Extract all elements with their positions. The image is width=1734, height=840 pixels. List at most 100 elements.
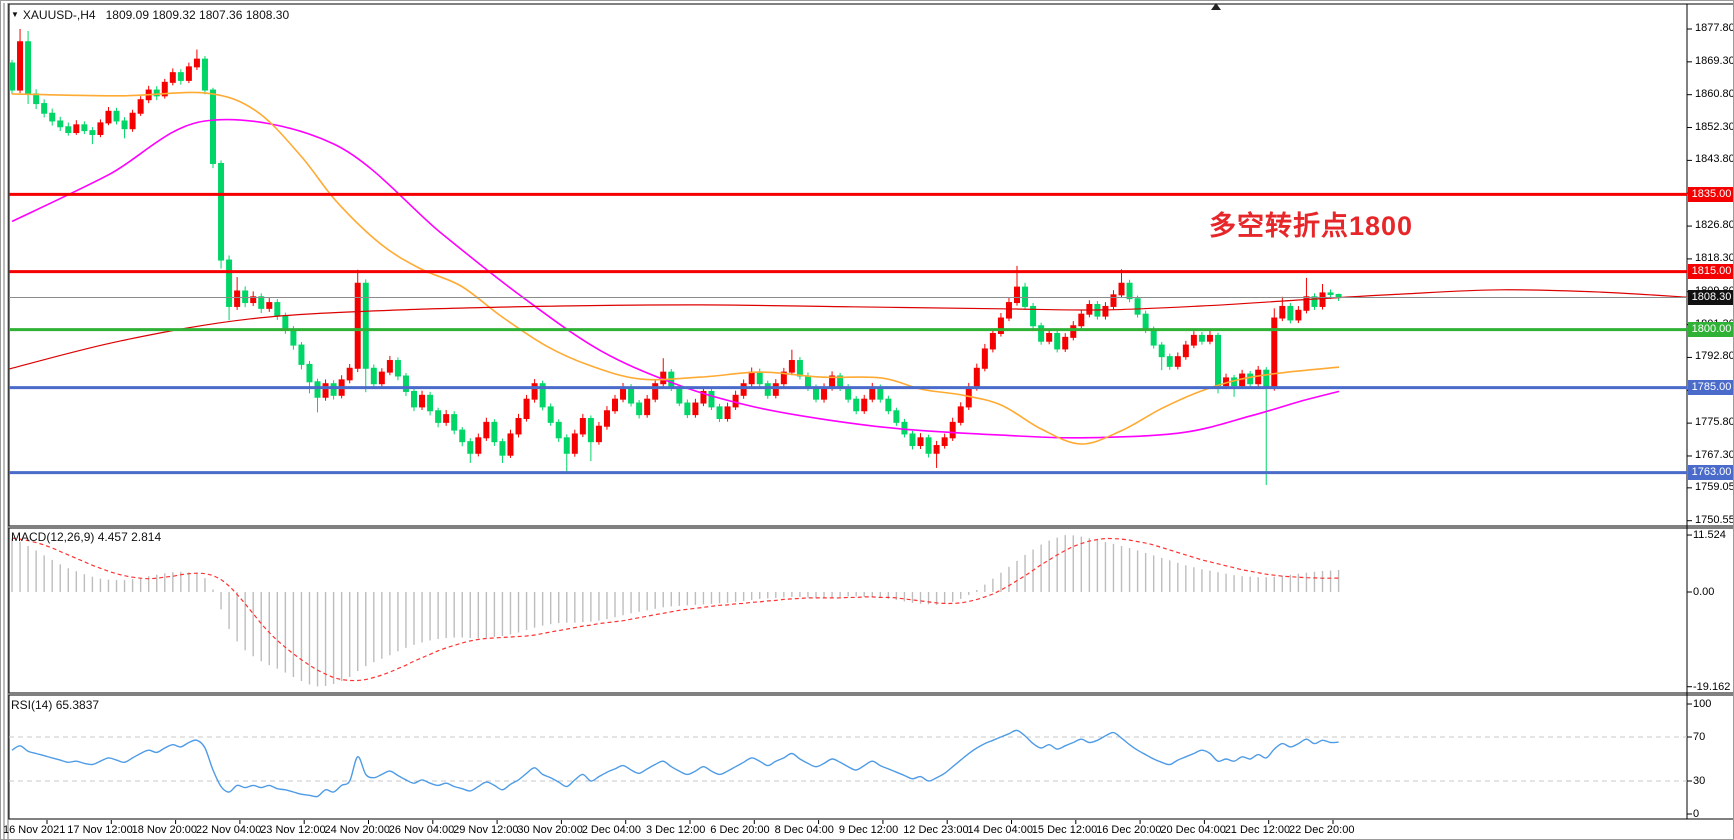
candle-body xyxy=(1014,286,1020,304)
time-axis-label[interactable]: 12 Dec 23:00 xyxy=(903,824,969,836)
candle-body xyxy=(845,387,852,400)
candle-body xyxy=(354,282,361,369)
candle-body xyxy=(732,394,739,408)
candle-body xyxy=(290,329,297,346)
candle-body xyxy=(201,58,208,91)
candle-body xyxy=(1287,305,1294,321)
candle-body xyxy=(748,371,755,385)
ma-magenta-line xyxy=(11,118,1340,439)
candle-body xyxy=(419,394,426,408)
candle-body xyxy=(555,421,562,439)
candle-body xyxy=(1182,344,1189,358)
candle-body xyxy=(121,120,128,130)
collapse-triangle-icon[interactable]: ▼ xyxy=(11,10,19,19)
time-axis-label[interactable]: 8 Dec 04:00 xyxy=(774,824,834,836)
time-axis-label[interactable]: 23 Nov 12:00 xyxy=(260,824,326,836)
candle-body xyxy=(917,437,924,447)
candle-body xyxy=(314,381,321,398)
price-tick-label[interactable]: 1818.30 xyxy=(1695,251,1734,264)
price-tick-label[interactable]: 1775.80 xyxy=(1695,416,1734,429)
candle-body xyxy=(595,425,602,443)
candle-body xyxy=(764,383,771,396)
candle-body xyxy=(306,363,313,383)
price-tick-label[interactable]: 1869.30 xyxy=(1695,54,1734,67)
time-axis-label[interactable]: 16 Dec 20:00 xyxy=(1096,824,1162,836)
candle-body xyxy=(933,445,940,454)
time-axis-label[interactable]: 21 Dec 12:00 xyxy=(1224,824,1291,836)
candle-body xyxy=(684,402,691,416)
candle-body xyxy=(226,259,233,307)
price-tick-label[interactable]: 1750.55 xyxy=(1695,513,1734,526)
time-axis-label[interactable]: 20 Dec 04:00 xyxy=(1160,824,1226,836)
time-axis-label[interactable]: 30 Nov 20:00 xyxy=(517,824,583,836)
candle-body xyxy=(973,367,980,389)
candle-body xyxy=(587,417,594,443)
macd-tick-label: 0.00 xyxy=(1693,586,1715,598)
price-tick-label[interactable]: 1877.80 xyxy=(1695,22,1734,34)
candle-body xyxy=(997,317,1004,334)
candle-body xyxy=(234,290,241,307)
price-tick-label[interactable]: 1792.80 xyxy=(1695,350,1734,363)
time-axis-label[interactable]: 18 Nov 20:00 xyxy=(131,824,198,836)
time-axis-label[interactable]: 9 Dec 12:00 xyxy=(838,824,899,836)
candle-body xyxy=(65,126,72,134)
rsi-tick-label: 30 xyxy=(1693,775,1706,787)
candle-body xyxy=(603,410,610,427)
candle-body xyxy=(861,398,868,412)
candle-body xyxy=(740,383,747,396)
time-axis-label[interactable]: 17 Nov 12:00 xyxy=(67,824,133,836)
candle-body xyxy=(362,282,369,369)
candle-body xyxy=(724,406,731,419)
price-tick-label[interactable]: 1860.80 xyxy=(1695,87,1734,100)
time-axis-label[interactable]: 26 Nov 04:00 xyxy=(388,824,455,836)
time-axis-label[interactable]: 3 Dec 12:00 xyxy=(646,824,706,836)
candle-body xyxy=(298,344,305,365)
ma-red-line xyxy=(8,289,1688,370)
candle-body xyxy=(1126,282,1133,300)
price-tick-label[interactable]: 1767.30 xyxy=(1695,448,1734,461)
price-tick-label[interactable]: 1759.05 xyxy=(1695,480,1734,493)
time-axis-label[interactable]: 24 Nov 20:00 xyxy=(324,824,390,836)
candle-body xyxy=(989,332,996,350)
candle-body xyxy=(941,437,948,447)
candle-body xyxy=(266,302,273,309)
time-axis-label[interactable]: 14 Dec 04:00 xyxy=(967,824,1033,836)
time-axis-label[interactable]: 15 Dec 12:00 xyxy=(1031,824,1098,836)
rsi-tick-label: 100 xyxy=(1693,698,1712,710)
candle-body xyxy=(33,93,40,105)
candle-body xyxy=(242,290,249,304)
price-tick-label[interactable]: 1843.80 xyxy=(1695,153,1734,166)
time-axis-label[interactable]: 6 Dec 20:00 xyxy=(710,824,770,836)
macd-tick-label: -19.162 xyxy=(1693,680,1731,693)
macd-tick-label: 11.524 xyxy=(1693,529,1726,542)
time-axis-label[interactable]: 22 Dec 20:00 xyxy=(1289,824,1355,836)
top-marker-icon[interactable] xyxy=(1211,3,1221,10)
time-axis-label[interactable]: 16 Nov 2021 xyxy=(3,824,66,836)
candle-body xyxy=(981,348,988,369)
candle-body xyxy=(1054,332,1061,350)
candle-body xyxy=(210,89,216,164)
candle-body xyxy=(1142,313,1149,331)
time-axis-label[interactable]: 29 Nov 12:00 xyxy=(453,824,519,836)
candle-body xyxy=(507,433,514,456)
candle-body xyxy=(1247,373,1254,385)
macd-indicator-label: MACD(12,26,9) 4.457 2.814 xyxy=(11,530,162,544)
candle-body xyxy=(49,112,56,122)
candle-body xyxy=(177,72,184,81)
time-axis-label[interactable]: 2 Dec 04:00 xyxy=(581,824,642,836)
rsi-line xyxy=(11,729,1339,798)
price-tick-label[interactable]: 1826.80 xyxy=(1695,219,1734,232)
candle-body xyxy=(692,402,699,416)
symbol-title: ▼ XAUUSD-,H4 1809.09 1809.32 1807.36 1808.… xyxy=(11,8,289,22)
price-tick-label[interactable]: 1852.30 xyxy=(1695,120,1734,133)
candle-body xyxy=(1327,292,1334,295)
candle-body xyxy=(628,387,635,404)
candle-body xyxy=(563,437,570,454)
candle-body xyxy=(218,162,225,261)
time-axis-label[interactable]: 22 Nov 04:00 xyxy=(195,824,262,836)
price-tag-1815.00: 1815.00 xyxy=(1688,264,1733,280)
candle-body xyxy=(571,433,578,454)
candle-body xyxy=(1215,334,1221,387)
candle-body xyxy=(949,421,956,439)
